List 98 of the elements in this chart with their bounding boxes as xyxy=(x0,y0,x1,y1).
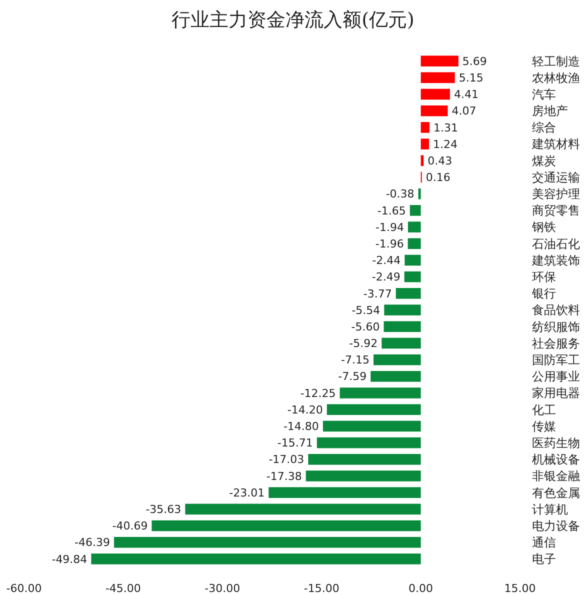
bar xyxy=(308,454,421,465)
y-tick-label: 商贸零售 xyxy=(532,204,580,218)
y-tick-label: 石油石化 xyxy=(532,236,580,251)
y-tick-label: 钢铁 xyxy=(531,220,556,234)
y-tick-label: 轻工制造 xyxy=(532,54,580,68)
data-label: -1.94 xyxy=(376,220,404,234)
data-label: -49.84 xyxy=(52,552,88,566)
bar xyxy=(91,554,421,564)
data-label: -23.01 xyxy=(229,486,265,500)
y-tick-label: 非银金融 xyxy=(532,469,580,484)
y-tick-label: 交通运输 xyxy=(532,170,580,184)
x-tick-label: -45.00 xyxy=(105,582,141,595)
data-label: -14.80 xyxy=(283,420,319,434)
bar xyxy=(384,321,421,332)
bar xyxy=(420,56,458,66)
bar xyxy=(420,138,429,150)
y-tick-label: 建筑装饰 xyxy=(531,253,580,268)
bar xyxy=(322,420,421,432)
bar xyxy=(326,404,421,415)
data-label: -12.25 xyxy=(300,386,336,400)
data-label: -1.65 xyxy=(377,204,406,218)
data-label: -5.60 xyxy=(351,320,380,334)
data-label: 4.41 xyxy=(454,88,478,102)
data-label: -35.63 xyxy=(146,503,182,516)
y-tick-label: 国防军工 xyxy=(532,352,580,367)
data-label: 4.07 xyxy=(452,104,476,118)
bar xyxy=(396,288,421,299)
data-label: -7.59 xyxy=(338,370,367,384)
data-label: 1.24 xyxy=(433,138,458,151)
x-tick-label: -60.00 xyxy=(6,582,42,595)
bar xyxy=(370,370,421,382)
data-label: -15.71 xyxy=(277,436,313,450)
y-tick-label: 化工 xyxy=(532,402,556,417)
x-tick-label: 15.00 xyxy=(504,582,536,595)
bar xyxy=(404,271,421,282)
bar xyxy=(152,520,421,532)
y-tick-label: 机械设备 xyxy=(532,452,580,467)
data-label: -5.54 xyxy=(352,304,380,317)
y-tick-label: 家用电器 xyxy=(532,386,580,400)
y-tick-label: 公用事业 xyxy=(532,370,580,384)
data-label: -2.49 xyxy=(372,270,400,284)
y-tick-label: 电力设备 xyxy=(532,518,580,533)
bar xyxy=(408,238,421,250)
data-label: -40.69 xyxy=(112,520,148,533)
y-tick-label: 银行 xyxy=(531,286,556,301)
bar xyxy=(340,388,421,398)
bar xyxy=(382,338,421,349)
y-tick-label: 电子 xyxy=(532,552,556,566)
y-tick-label: 汽车 xyxy=(532,87,556,102)
bar xyxy=(408,222,421,232)
data-label: -46.39 xyxy=(74,536,110,550)
data-label: -14.20 xyxy=(287,403,323,416)
bar xyxy=(306,470,421,482)
y-tick-label: 医药生物 xyxy=(532,436,580,450)
bar xyxy=(316,437,421,448)
data-label: 0.43 xyxy=(428,154,452,168)
y-tick-label: 传媒 xyxy=(532,419,556,434)
y-tick-label: 纺织服饰 xyxy=(532,320,580,334)
y-tick-label: 房地产 xyxy=(532,104,568,118)
data-label: 5.15 xyxy=(458,72,484,84)
data-label: -7.15 xyxy=(341,354,370,367)
bar xyxy=(420,72,455,84)
data-label: 5.69 xyxy=(462,54,487,68)
bar xyxy=(410,205,421,216)
y-tick-label: 计算机 xyxy=(532,502,568,516)
data-label: 1.31 xyxy=(433,121,458,134)
data-label: -17.03 xyxy=(268,453,304,466)
bar xyxy=(420,105,448,116)
bar xyxy=(384,304,421,316)
chart-title: 行业主力资金净流入额(亿元) xyxy=(172,9,414,31)
bar xyxy=(185,504,421,515)
bar xyxy=(374,354,421,366)
y-tick-label: 环保 xyxy=(532,270,556,284)
data-label: -1.96 xyxy=(375,237,404,250)
data-label: -5.92 xyxy=(349,337,378,350)
y-tick-label: 通信 xyxy=(532,536,556,550)
y-tick-label: 建筑材料 xyxy=(531,137,580,152)
bar xyxy=(418,188,421,200)
bar xyxy=(114,536,421,548)
bar xyxy=(268,487,421,498)
data-label: 0.16 xyxy=(426,171,450,184)
data-label: -2.44 xyxy=(372,254,401,268)
data-label: -17.38 xyxy=(266,470,302,483)
bar xyxy=(420,122,430,133)
data-label: -0.38 xyxy=(386,188,414,201)
bar xyxy=(420,88,450,100)
x-tick-label: -15.00 xyxy=(304,582,340,595)
y-tick-label: 美容护理 xyxy=(532,187,580,202)
data-label: -3.77 xyxy=(363,287,392,300)
y-tick-label: 综合 xyxy=(532,120,556,135)
bar xyxy=(404,254,421,266)
x-tick-label: 0.00 xyxy=(408,582,434,595)
y-tick-label: 有色金属 xyxy=(532,486,580,500)
x-tick-label: -30.00 xyxy=(204,582,240,595)
y-tick-label: 煤炭 xyxy=(532,154,556,168)
y-tick-label: 食品饮料 xyxy=(532,303,580,318)
y-tick-label: 社会服务 xyxy=(532,336,580,350)
y-tick-label: 农林牧渔 xyxy=(532,70,580,85)
